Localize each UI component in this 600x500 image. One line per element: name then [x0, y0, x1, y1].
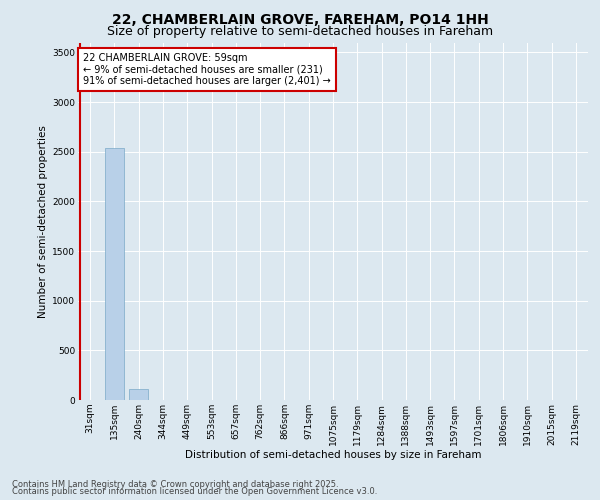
X-axis label: Distribution of semi-detached houses by size in Fareham: Distribution of semi-detached houses by … — [185, 450, 481, 460]
Text: Size of property relative to semi-detached houses in Fareham: Size of property relative to semi-detach… — [107, 25, 493, 38]
Text: Contains public sector information licensed under the Open Government Licence v3: Contains public sector information licen… — [12, 487, 377, 496]
Text: 22 CHAMBERLAIN GROVE: 59sqm
← 9% of semi-detached houses are smaller (231)
91% o: 22 CHAMBERLAIN GROVE: 59sqm ← 9% of semi… — [83, 53, 331, 86]
Bar — [105, 148, 124, 400]
Text: Contains HM Land Registry data © Crown copyright and database right 2025.: Contains HM Land Registry data © Crown c… — [12, 480, 338, 489]
Text: 22, CHAMBERLAIN GROVE, FAREHAM, PO14 1HH: 22, CHAMBERLAIN GROVE, FAREHAM, PO14 1HH — [112, 12, 488, 26]
Bar — [129, 389, 148, 400]
Y-axis label: Number of semi-detached properties: Number of semi-detached properties — [38, 125, 48, 318]
